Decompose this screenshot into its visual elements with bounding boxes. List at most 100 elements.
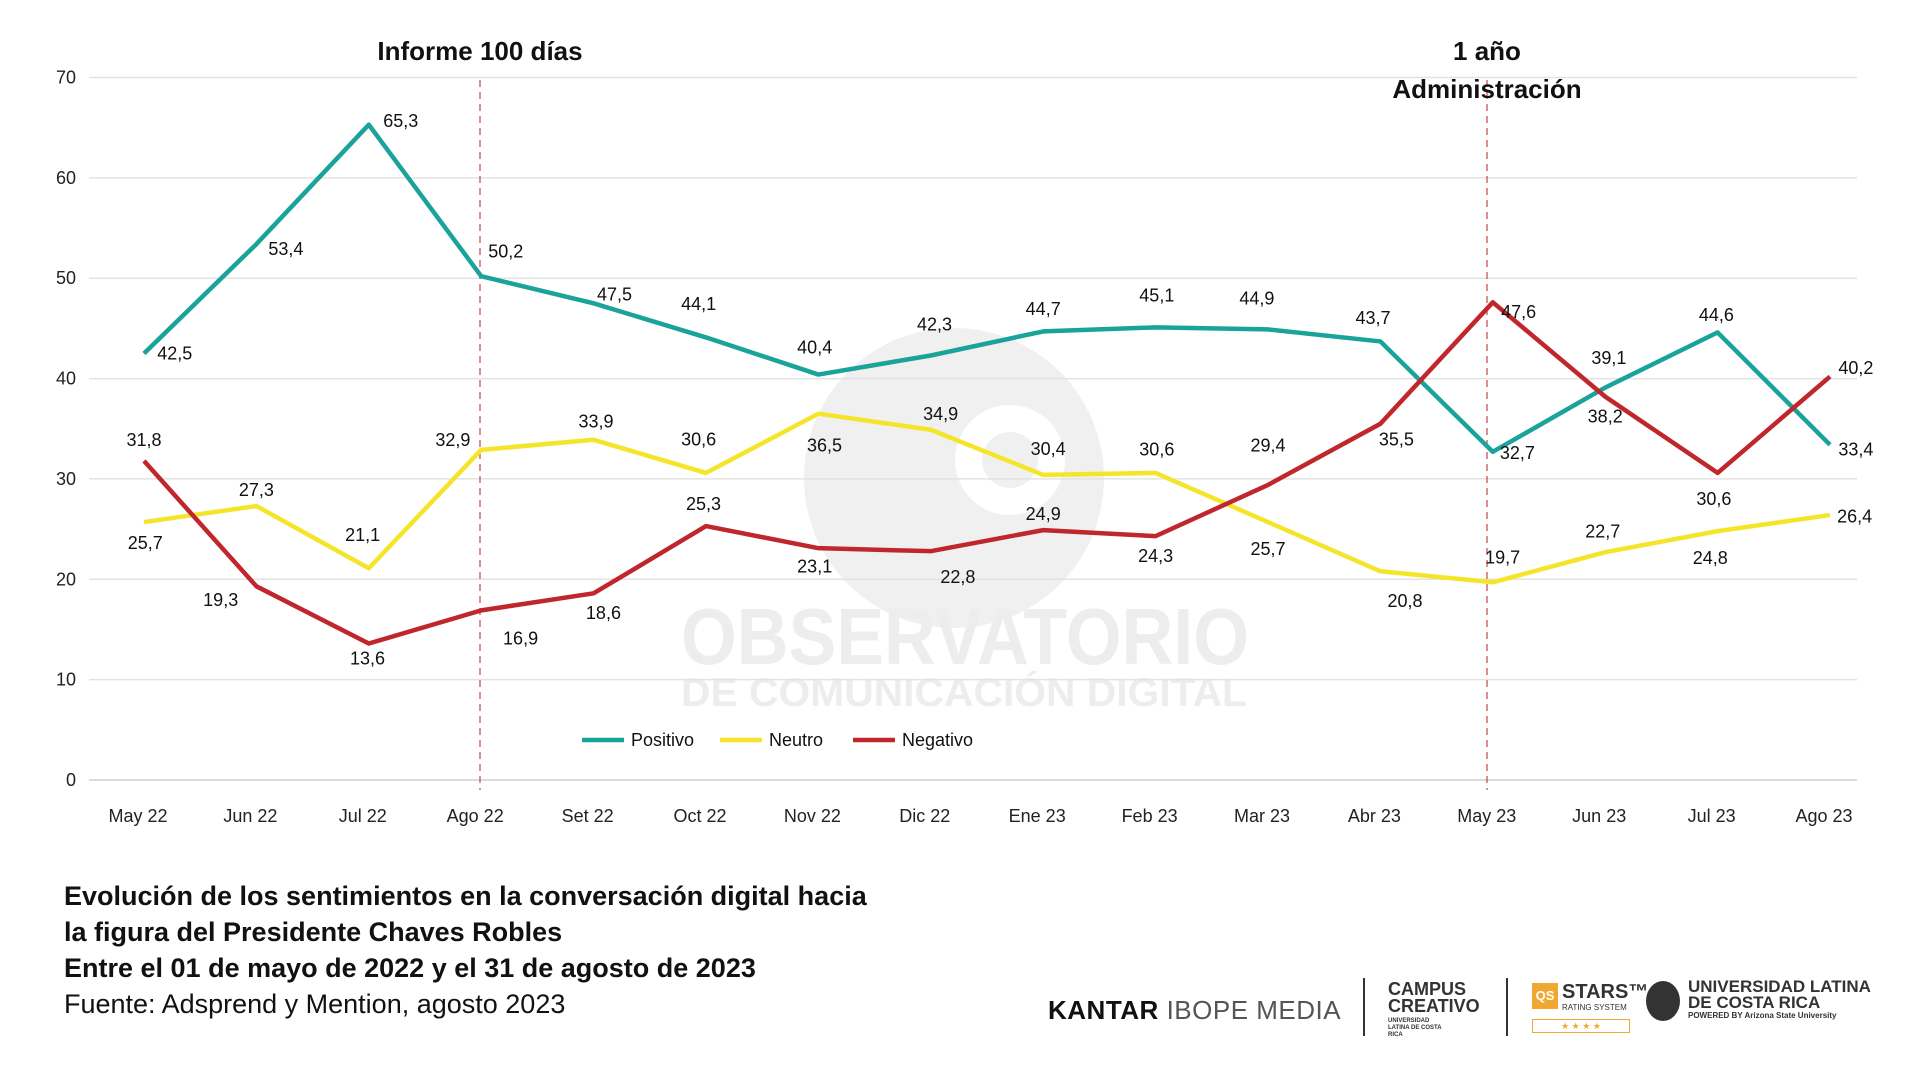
stars-logo-sub: RATING SYSTEM <box>1562 1003 1627 1012</box>
campus-creativo-logo: CAMPUS CREATIVO UNIVERSIDAD LATINA DE COST… <box>1388 979 1488 1039</box>
data-label-negativo: 29,4 <box>1250 436 1285 456</box>
x-tick-label: May 23 <box>1457 806 1516 826</box>
series-line-positivo <box>142 122 1832 455</box>
data-label-positivo: 44,9 <box>1239 289 1274 309</box>
qs-logo: QS <box>1532 983 1558 1009</box>
data-label-positivo: 33,4 <box>1838 440 1873 460</box>
y-tick-label: 40 <box>56 369 76 389</box>
data-label-neutro: 27,3 <box>239 480 274 500</box>
data-label-positivo: 44,1 <box>681 294 716 314</box>
kantar-logo-bold: KANTAR <box>1048 995 1159 1025</box>
x-tick-label: Ago 22 <box>447 806 504 826</box>
annotation-label: Informe 100 días <box>377 36 582 66</box>
data-label-positivo: 45,1 <box>1139 285 1174 305</box>
x-tick-label: Jul 22 <box>339 806 387 826</box>
data-label-negativo: 13,6 <box>350 648 385 668</box>
legend-label-neutro: Neutro <box>769 730 823 750</box>
data-label-neutro: 22,7 <box>1585 521 1620 541</box>
data-label-positivo: 50,2 <box>488 242 523 262</box>
globe-icon <box>1646 981 1680 1021</box>
watermark-logo-icon <box>804 328 1104 628</box>
data-label-positivo: 32,7 <box>1500 443 1535 463</box>
data-label-negativo: 24,3 <box>1138 546 1173 566</box>
data-label-neutro: 34,9 <box>923 404 958 424</box>
data-label-neutro: 30,6 <box>681 430 716 450</box>
data-label-neutro: 30,6 <box>1139 440 1174 460</box>
data-label-neutro: 36,5 <box>807 436 842 456</box>
data-label-positivo: 40,4 <box>797 337 832 357</box>
data-label-negativo: 38,2 <box>1588 406 1623 426</box>
y-tick-label: 30 <box>56 469 76 489</box>
series-line-neutro <box>143 411 1831 585</box>
data-label-positivo: 42,3 <box>917 315 952 335</box>
universidad-latina-logo: UNIVERSIDAD LATINA DE COSTA RICA POWERED B… <box>1688 977 1871 1021</box>
data-label-neutro: 25,7 <box>128 533 163 553</box>
data-label-positivo: 65,3 <box>383 111 418 131</box>
ulatina-logo-sub: POWERED BY Arizona State University <box>1688 1011 1837 1020</box>
data-label-neutro: 26,4 <box>1837 506 1872 526</box>
y-tick-label: 10 <box>56 670 76 690</box>
y-tick-label: 20 <box>56 569 76 589</box>
x-tick-label: May 22 <box>108 806 167 826</box>
caption-line-3: Entre el 01 de mayo de 2022 y el 31 de a… <box>64 953 756 983</box>
campus-logo-line-1: CAMPUS <box>1388 979 1467 999</box>
data-label-neutro: 33,9 <box>579 411 614 431</box>
campus-logo-line-2: CREATIVO <box>1388 996 1480 1016</box>
x-tick-label: Ago 23 <box>1795 806 1852 826</box>
logos-strip: KANTAR IBOPE MEDIA CAMPUS CREATIVO UNIVERS… <box>1048 975 1871 1039</box>
x-tick-label: Feb 23 <box>1122 806 1178 826</box>
annotation-label: Administración <box>1392 74 1581 104</box>
watermark-text: OBSERVATORIO <box>681 592 1249 681</box>
x-tick-label: Set 22 <box>562 806 614 826</box>
data-label-negativo: 16,9 <box>503 629 538 649</box>
data-label-positivo: 39,1 <box>1591 348 1626 368</box>
data-label-neutro: 19,7 <box>1485 548 1520 568</box>
data-label-negativo: 18,6 <box>586 603 621 623</box>
chart-caption: Evolución de los sentimientos en la conv… <box>64 878 867 1022</box>
x-tick-label: Ene 23 <box>1009 806 1066 826</box>
ulatina-logo-line-1: UNIVERSIDAD LATINA <box>1688 977 1871 996</box>
divider <box>1363 978 1365 1036</box>
data-label-neutro: 30,4 <box>1031 439 1066 459</box>
data-label-neutro: 21,1 <box>345 525 380 545</box>
x-tick-label: Jun 23 <box>1572 806 1626 826</box>
kantar-logo-rest: IBOPE MEDIA <box>1166 995 1342 1025</box>
divider <box>1506 978 1508 1036</box>
data-label-neutro: 25,7 <box>1250 539 1285 559</box>
x-tick-label: Oct 22 <box>673 806 726 826</box>
data-label-positivo: 47,5 <box>597 285 632 305</box>
data-label-positivo: 43,7 <box>1355 308 1390 328</box>
data-label-negativo: 24,9 <box>1026 504 1061 524</box>
x-tick-label: Jun 22 <box>223 806 277 826</box>
data-label-negativo: 23,1 <box>797 557 832 577</box>
caption-source: Fuente: Adsprend y Mention, agosto 2023 <box>64 989 566 1019</box>
x-tick-label: Dic 22 <box>899 806 950 826</box>
data-label-negativo: 35,5 <box>1379 430 1414 450</box>
data-label-positivo: 44,6 <box>1699 305 1734 325</box>
data-label-negativo: 25,3 <box>686 494 721 514</box>
stars-logo-text: STARS™ <box>1562 981 1649 1003</box>
campus-logo-sub: UNIVERSIDAD LATINA DE COSTA RICA <box>1388 1018 1442 1038</box>
series-line-negativo <box>142 300 1832 646</box>
data-label-positivo: 42,5 <box>157 343 192 363</box>
y-tick-label: 70 <box>56 68 76 88</box>
star-rating-icon: ★ ★ ★ ★ <box>1532 1019 1630 1033</box>
data-label-positivo: 53,4 <box>268 239 303 259</box>
y-tick-label: 0 <box>66 770 76 790</box>
data-label-negativo: 40,2 <box>1838 358 1873 378</box>
data-label-negativo: 47,6 <box>1501 302 1536 322</box>
data-label-neutro: 32,9 <box>435 430 470 450</box>
data-label-neutro: 20,8 <box>1387 591 1422 611</box>
y-tick-label: 60 <box>56 168 76 188</box>
x-tick-label: Mar 23 <box>1234 806 1290 826</box>
annotation-label: 1 año <box>1453 36 1521 66</box>
data-label-positivo: 44,7 <box>1026 299 1061 319</box>
x-tick-label: Jul 23 <box>1688 806 1736 826</box>
y-tick-label: 50 <box>56 268 76 288</box>
data-label-negativo: 22,8 <box>940 567 975 587</box>
watermark-text: DE COMUNICACIÓN DIGITAL <box>681 669 1247 715</box>
legend-label-positivo: Positivo <box>631 730 694 750</box>
data-label-negativo: 19,3 <box>203 590 238 610</box>
caption-line-2: la figura del Presidente Chaves Robles <box>64 917 563 947</box>
